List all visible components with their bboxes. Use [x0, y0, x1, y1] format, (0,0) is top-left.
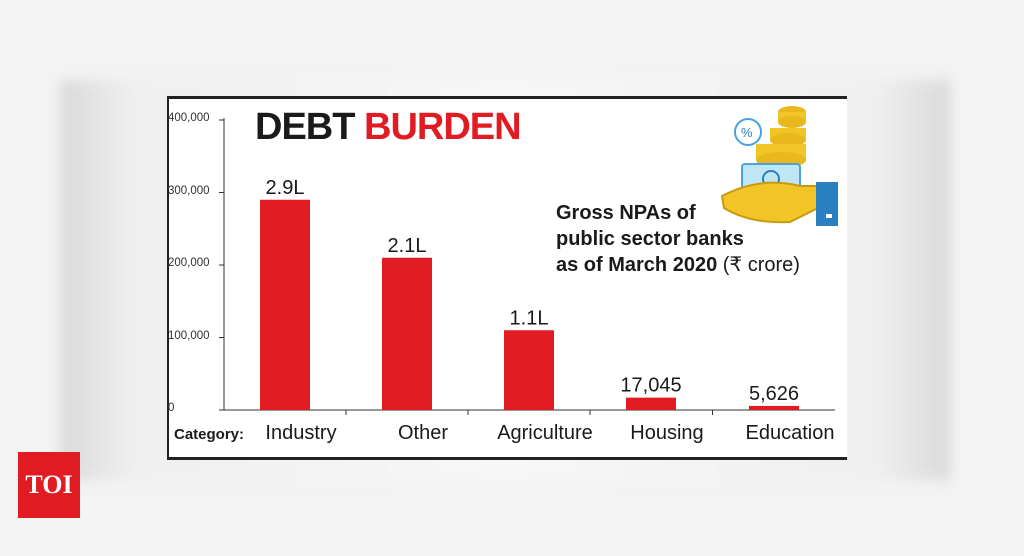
title-word-2: BURDEN: [364, 106, 522, 148]
data-label-housing: 17,045: [620, 375, 681, 397]
bar-education: [749, 405, 799, 410]
category-label-housing: Housing: [630, 422, 704, 444]
y-tick-label: 200,000: [168, 257, 210, 269]
category-label-industry: Industry: [265, 422, 337, 444]
y-tick-label: 400,000: [168, 112, 210, 124]
data-label-agriculture: 1.1L: [510, 307, 549, 329]
data-label-education: 5,626: [749, 383, 799, 405]
subtitle-line-3-text: as of March 2020: [556, 254, 718, 276]
unit-label: (₹ crore): [722, 254, 800, 276]
subtitle-line-3: as of March 2020 (₹ crore): [556, 252, 836, 278]
bar-industry: [260, 199, 310, 410]
category-axis-label: Category:: [174, 426, 245, 443]
title-word-1: DEBT: [255, 106, 355, 148]
category-label-other: Other: [397, 422, 449, 444]
chart-subtitle: Gross NPAs of public sector banks as of …: [556, 200, 836, 278]
toi-logo: TOI: [18, 452, 80, 518]
category-label-agriculture: Agriculture: [497, 422, 593, 444]
category-label-education: Education: [745, 422, 835, 444]
bar-housing: [626, 397, 676, 410]
y-tick-label: 100,000: [168, 329, 210, 342]
subtitle-line-2: public sector banks: [556, 228, 744, 250]
toi-logo-text: TOI: [25, 470, 73, 499]
subtitle-line-1: Gross NPAs of: [556, 202, 696, 224]
data-label-other: 2.1L: [388, 235, 427, 257]
y-tick-label: 300,000: [168, 184, 210, 197]
card-left-rule: [167, 96, 169, 460]
y-tick-label: 0: [168, 402, 175, 414]
bar-other: [382, 257, 432, 410]
bar-agriculture: [504, 330, 554, 410]
chart-title: DEBT BURDEN: [255, 106, 522, 149]
data-label-industry: 2.9L: [266, 177, 305, 199]
